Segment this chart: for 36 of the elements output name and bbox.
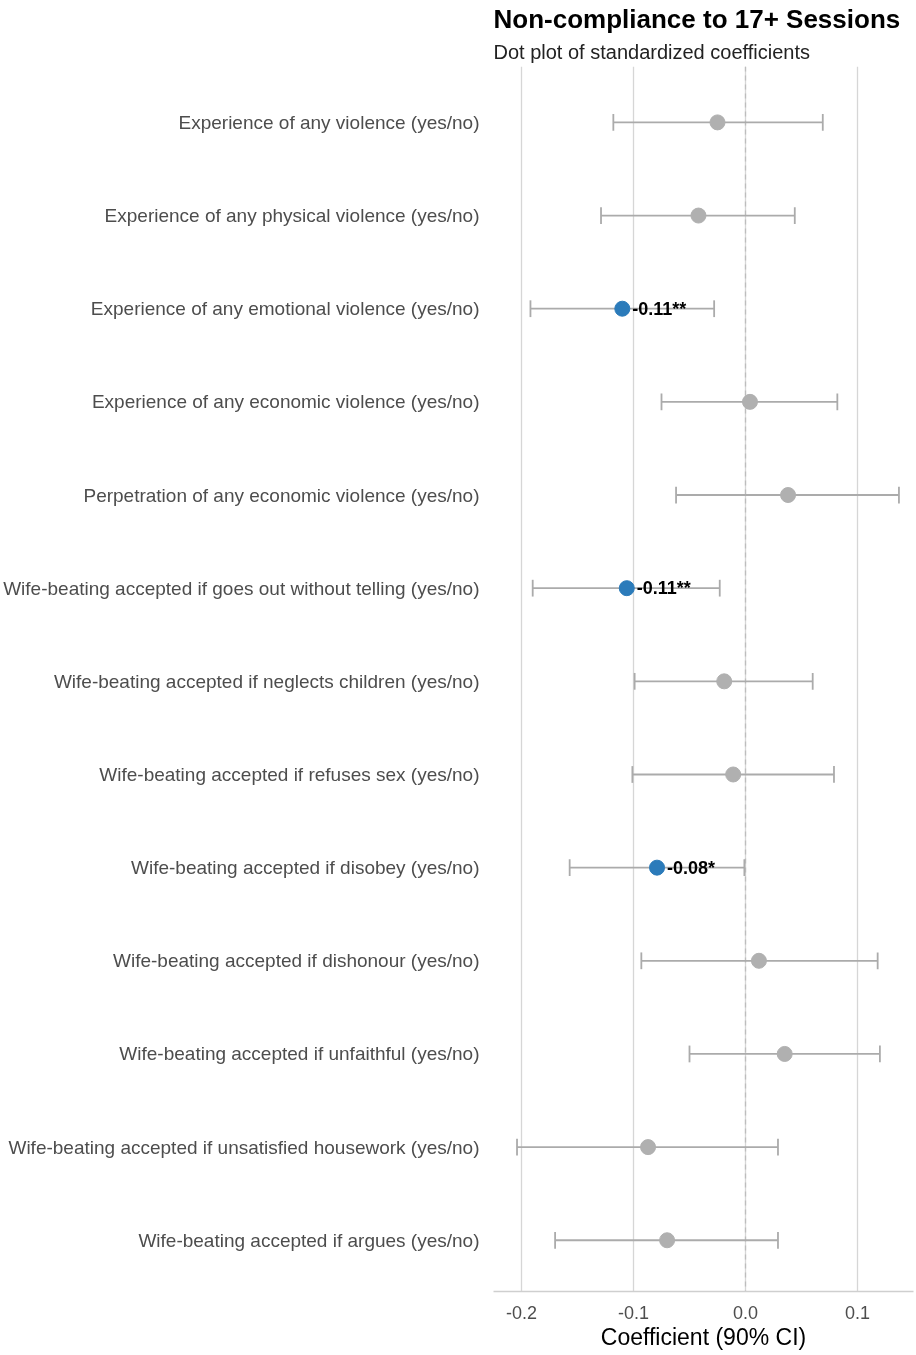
y-tick-label: Wife-beating accepted if neglects children (yes/no) [53,670,480,692]
y-tick-label: Wife-beating accepted if refuses sex (yes/no) [99,763,480,785]
x-tick-label: -0.1 [617,1302,650,1323]
y-tick-label: Wife-beating accepted if unsatisfied housework (yes/no) [8,1136,480,1158]
x-tick-label: 0.1 [844,1302,871,1323]
y-tick-label: Experience of any physical violence (yes/no) [104,205,480,227]
point [649,859,666,876]
point [776,1045,793,1062]
y-tick-label: Wife-beating accepted if disobey (yes/no) [130,857,480,879]
y-tick-label: Perpetration of any economic violence (yes/no) [83,484,480,506]
y-tick-label: Experience of any emotional violence (yes/no) [90,298,480,320]
point [618,580,635,597]
point [716,673,733,690]
point [725,766,742,783]
point [750,952,767,969]
y-tick-label: Experience of any violence (yes/no) [178,111,480,133]
chart-subtitle: Dot plot of standardized coefficients [493,40,810,63]
y-tick-label: Experience of any economic violence (yes/no) [91,391,480,413]
y-tick-label: Wife-beating accepted if dishonour (yes/no) [113,950,480,972]
point [709,114,726,131]
point [659,1232,676,1249]
y-tick-label: Wife-beating accepted if unfaithful (yes/no) [119,1043,480,1065]
point [690,207,707,224]
data-label: -0.11** [632,298,687,319]
y-tick-label: Wife-beating accepted if goes out without telling (yes/no) [3,577,480,599]
point [741,393,758,410]
point [614,300,631,317]
y-tick-label: Wife-beating accepted if argues (yes/no) [138,1229,480,1251]
x-tick-label: -0.2 [505,1302,538,1323]
x-axis-title: Coefficient (90% CI) [600,1323,807,1350]
chart-title: Non-compliance to 17+ Sessions [493,3,901,34]
point [780,487,797,503]
point [640,1139,657,1156]
data-label: -0.08* [667,857,716,878]
x-tick-label: 0.0 [732,1302,759,1323]
data-label: -0.11** [636,578,691,599]
